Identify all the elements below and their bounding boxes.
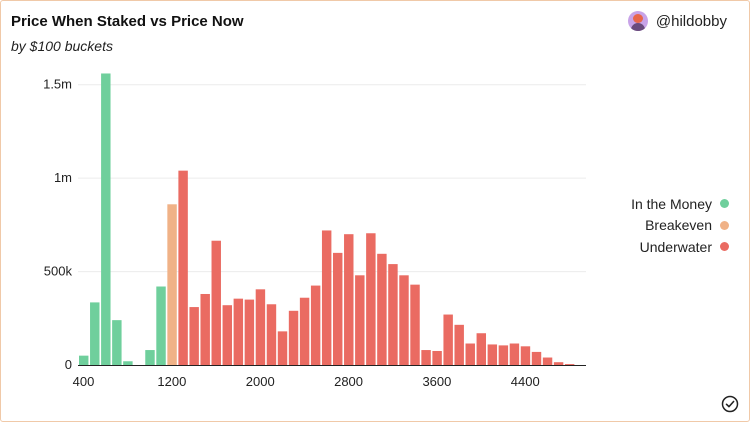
bar-2200[interactable]: [277, 331, 288, 365]
legend-swatch-red: [720, 242, 729, 252]
bar-4400[interactable]: [520, 346, 531, 365]
x-tick-label: 1200: [157, 374, 186, 389]
bar-3100[interactable]: [377, 253, 387, 365]
bar-400[interactable]: [79, 355, 89, 365]
x-tick-label: 2800: [334, 374, 363, 389]
bar-2700[interactable]: [333, 252, 343, 365]
bar-600[interactable]: [101, 73, 111, 365]
bar-1500[interactable]: [200, 293, 210, 365]
bar-3300[interactable]: [399, 275, 409, 365]
bar-3700[interactable]: [443, 314, 453, 365]
bar-4200[interactable]: [498, 345, 509, 365]
bar-4500[interactable]: [531, 351, 542, 365]
y-tick-label: 0: [65, 357, 72, 372]
y-tick-label: 1m: [54, 170, 72, 185]
avatar: [627, 11, 648, 31]
legend-item-underwater[interactable]: Underwater: [631, 236, 729, 258]
bar-2800[interactable]: [344, 234, 354, 365]
bar-1600[interactable]: [211, 240, 221, 365]
bar-2900[interactable]: [355, 275, 365, 365]
bar-1100[interactable]: [156, 286, 166, 365]
legend-swatch-green: [720, 199, 729, 209]
bar-3800[interactable]: [454, 324, 464, 365]
check-circle-icon[interactable]: [721, 395, 739, 413]
legend: In the Money Breakeven Underwater: [631, 193, 729, 258]
x-tick-label: 3600: [422, 374, 451, 389]
bar-3400[interactable]: [410, 284, 420, 365]
bar-1700[interactable]: [222, 305, 233, 365]
y-tick-label: 1.5m: [43, 77, 72, 92]
bar-1200[interactable]: [167, 204, 177, 365]
bar-2600[interactable]: [321, 230, 332, 365]
bar-1000[interactable]: [145, 350, 155, 365]
bar-2300[interactable]: [288, 310, 299, 365]
author-handle: @hildobby: [655, 12, 727, 30]
legend-label: In the Money: [631, 195, 712, 212]
x-tick-label: 4400: [511, 374, 540, 389]
bar-500[interactable]: [90, 302, 100, 365]
legend-item-in-the-money[interactable]: In the Money: [631, 193, 729, 215]
bar-2400[interactable]: [299, 297, 310, 365]
chart-title: Price When Staked vs Price Now: [11, 13, 244, 30]
chart-subtitle: by $100 buckets: [11, 38, 113, 54]
author-badge[interactable]: @hildobby: [627, 11, 727, 31]
legend-swatch-orange: [720, 220, 729, 230]
bar-4100[interactable]: [487, 344, 498, 365]
bar-3500[interactable]: [421, 350, 431, 365]
legend-label: Underwater: [639, 238, 712, 255]
bar-4800[interactable]: [564, 364, 575, 365]
bar-3000[interactable]: [366, 233, 376, 365]
bar-2000[interactable]: [255, 289, 266, 365]
bar-3900[interactable]: [465, 343, 475, 365]
bar-700[interactable]: [112, 320, 122, 365]
bar-1800[interactable]: [233, 298, 244, 365]
bar-3200[interactable]: [388, 264, 398, 365]
bar-1900[interactable]: [244, 299, 255, 365]
legend-item-breakeven[interactable]: Breakeven: [631, 215, 729, 237]
bar-3600[interactable]: [432, 350, 442, 365]
bar-4600[interactable]: [542, 357, 553, 365]
bar-2100[interactable]: [266, 304, 277, 365]
bar-4300[interactable]: [509, 343, 520, 365]
x-tick-label: 2000: [246, 374, 275, 389]
x-tick-label: 400: [73, 374, 95, 389]
bar-1300[interactable]: [178, 170, 188, 365]
bar-800[interactable]: [123, 361, 133, 365]
bar-2500[interactable]: [310, 285, 321, 365]
bar-4000[interactable]: [476, 333, 487, 365]
bar-4700[interactable]: [553, 362, 564, 365]
legend-label: Breakeven: [645, 217, 712, 234]
y-tick-label: 500k: [44, 264, 73, 279]
bar-1400[interactable]: [189, 307, 199, 365]
